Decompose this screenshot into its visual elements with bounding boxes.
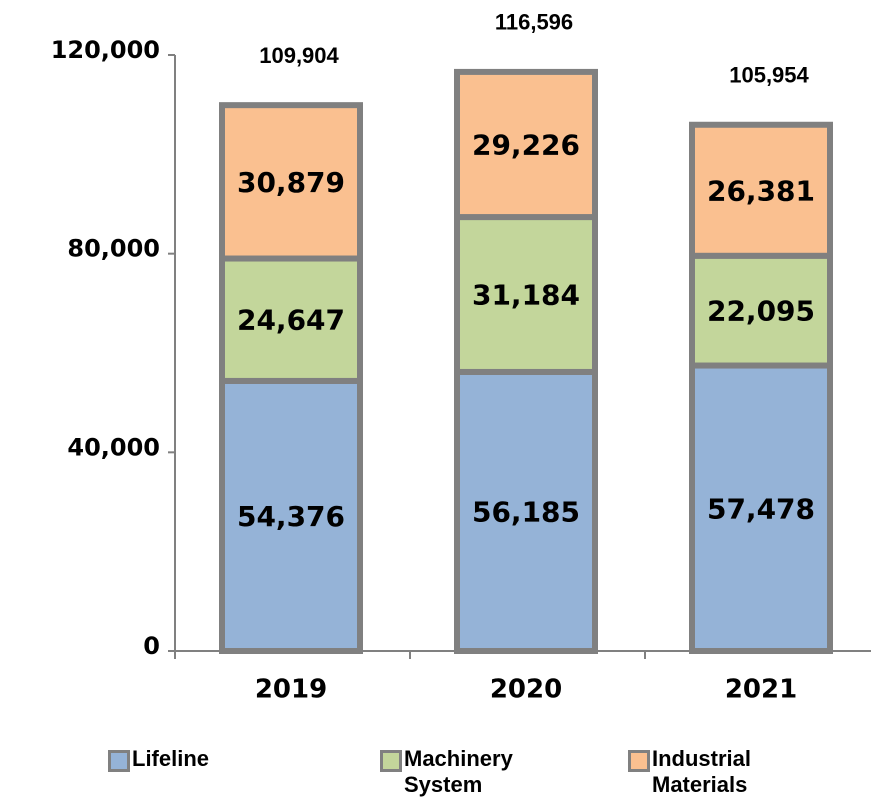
legend-item: Industrial Materials	[628, 746, 788, 798]
bar-segment	[454, 368, 598, 654]
value-label: 57,478	[707, 492, 815, 525]
y-tick-label: 40,000	[67, 433, 160, 461]
total-label: 109,904	[259, 43, 339, 68]
bar-segment	[219, 255, 363, 384]
x-tick-label: 2021	[725, 675, 797, 705]
bar-segment	[454, 68, 598, 221]
value-label: 30,879	[237, 166, 345, 199]
x-tick-label: 2020	[490, 675, 562, 705]
total-label: 116,596	[495, 10, 573, 35]
y-tick-label: 80,000	[67, 235, 160, 263]
legend-item: Machinery System	[380, 746, 540, 798]
value-label: 31,184	[472, 279, 580, 312]
y-tick-label: 120,000	[51, 36, 160, 64]
legend-item: Lifeline	[108, 746, 268, 772]
value-label: 26,381	[707, 174, 815, 207]
bar-segment	[689, 252, 833, 369]
legend-swatch	[108, 750, 130, 772]
value-label: 22,095	[707, 295, 815, 328]
y-tick-label: 0	[143, 632, 160, 660]
value-label: 29,226	[472, 128, 580, 161]
value-label: 24,647	[237, 304, 345, 337]
legend-label: Lifeline	[132, 746, 210, 771]
legend-label: Industrial Materials	[652, 746, 752, 797]
x-tick-label: 2019	[255, 675, 327, 705]
bar-segment	[219, 102, 363, 262]
legend-swatch	[628, 750, 650, 772]
value-label: 56,185	[472, 495, 580, 528]
total-label: 105,954	[729, 63, 809, 88]
legend-label: Machinery System	[404, 746, 513, 797]
value-label: 54,376	[237, 500, 345, 533]
bar-segment	[689, 121, 833, 259]
legend-swatch	[380, 750, 402, 772]
